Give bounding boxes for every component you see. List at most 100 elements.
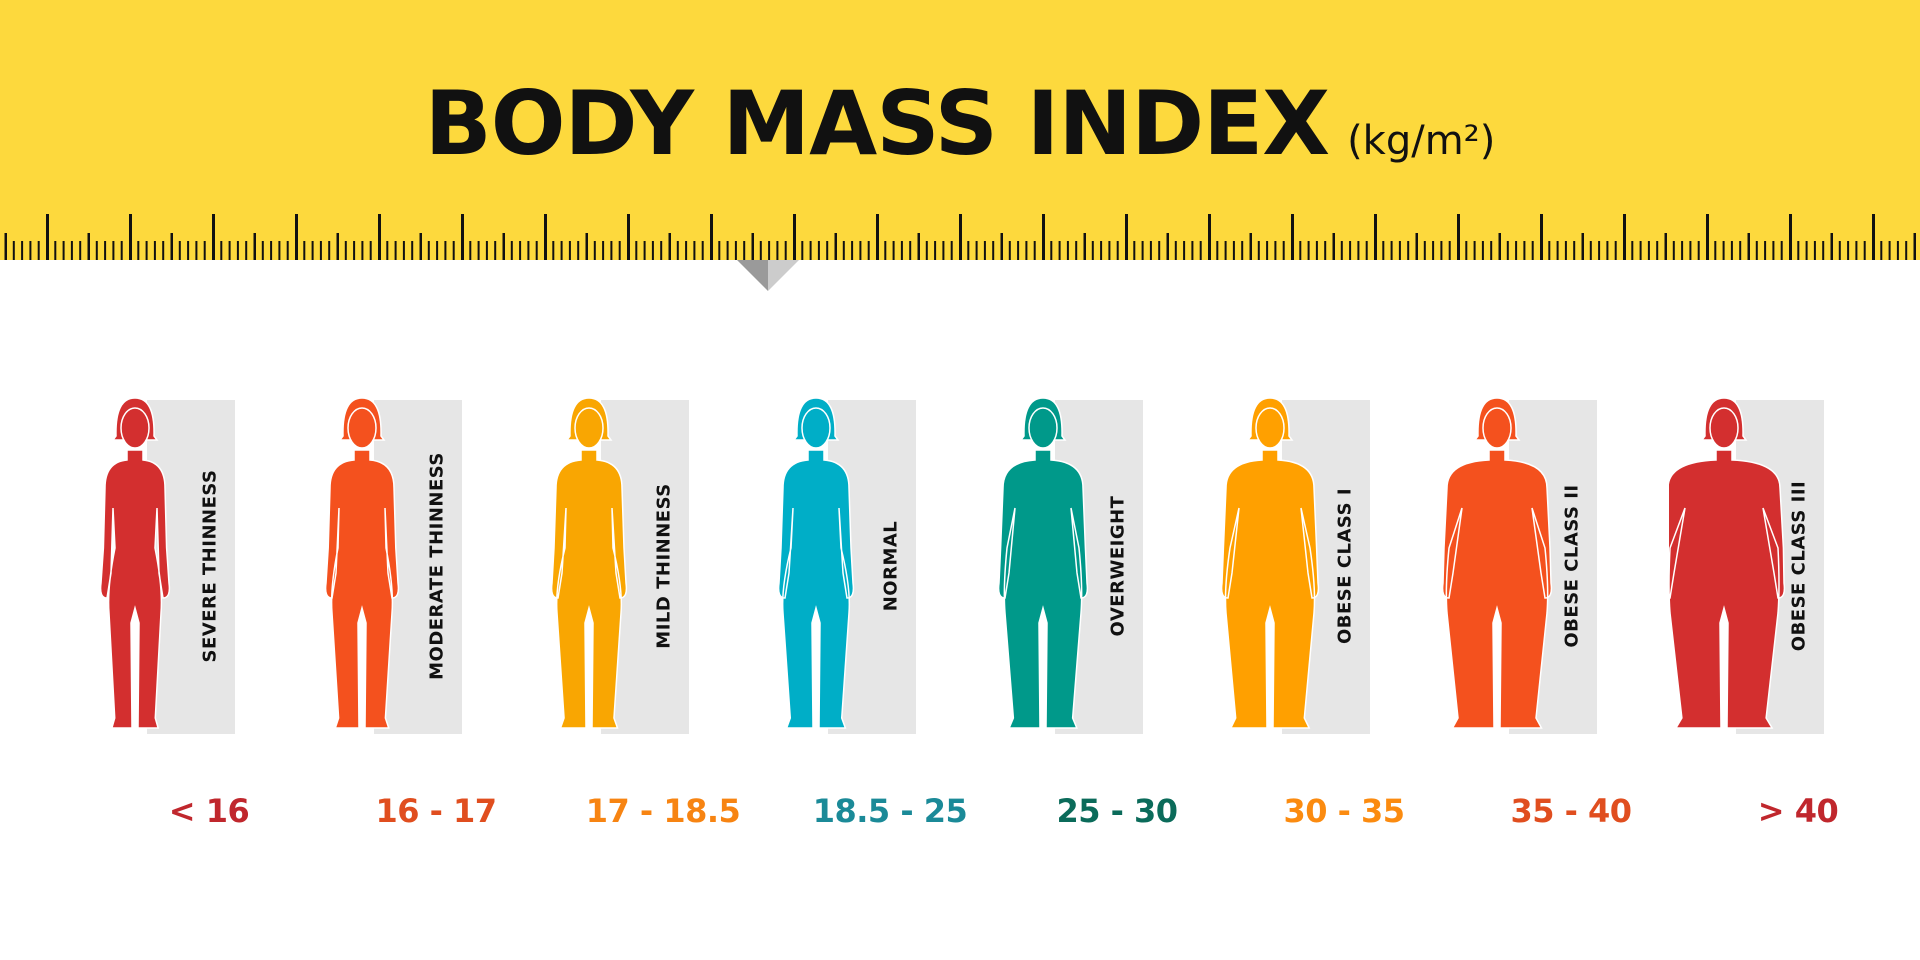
- ruler-tick: [1174, 241, 1177, 260]
- ruler-tick: [560, 241, 563, 260]
- ruler-tick: [768, 241, 771, 260]
- ruler-tick: [203, 241, 206, 260]
- ruler-tick: [1896, 241, 1899, 260]
- ruler-tick: [842, 241, 845, 260]
- ruler-tick: [494, 241, 497, 260]
- ruler-tick: [112, 241, 115, 260]
- ruler-tick: [934, 241, 937, 260]
- ruler-tick: [1415, 233, 1418, 260]
- ruler-tick: [685, 241, 688, 260]
- bmi-range-label: 35 - 40: [1510, 792, 1632, 830]
- ruler-tick: [95, 241, 98, 260]
- ruler-tick: [1208, 214, 1211, 260]
- bmi-category-1: SEVERE THINNESS: [80, 398, 306, 738]
- ruler-tick: [1714, 241, 1717, 260]
- body-silhouette-icon: [997, 398, 1089, 729]
- pointer-triangle-icon: [737, 260, 799, 291]
- ruler-tick: [1598, 241, 1601, 260]
- ruler-tick: [544, 214, 547, 260]
- ruler-tick: [1075, 241, 1078, 260]
- ruler-tick: [162, 241, 165, 260]
- ruler-tick: [79, 241, 82, 260]
- ruler-tick: [643, 241, 646, 260]
- ruler-tick: [1390, 241, 1393, 260]
- ruler-tick: [1672, 241, 1675, 260]
- ruler-tick: [452, 241, 455, 260]
- ruler-tick: [1797, 241, 1800, 260]
- bmi-category-2: MODERATE THINNESS: [307, 398, 533, 738]
- body-silhouette-icon: [324, 398, 400, 729]
- ruler-tick: [1548, 241, 1551, 260]
- bmi-category-5: OVERWEIGHT: [988, 398, 1214, 738]
- ruler-tick: [784, 241, 787, 260]
- ruler-tick: [1398, 241, 1401, 260]
- ruler-tick: [925, 241, 928, 260]
- ruler-tick: [1133, 241, 1136, 260]
- ruler-tick: [602, 241, 605, 260]
- ruler-tick: [1564, 241, 1567, 260]
- category-label: NORMAL: [880, 520, 902, 612]
- body-silhouette-icon: [1669, 398, 1786, 729]
- ruler-tick: [1880, 241, 1883, 260]
- ruler-tick: [1058, 241, 1061, 260]
- body-silhouette-icon: [777, 398, 855, 729]
- ruler-tick: [1149, 241, 1152, 260]
- ruler-tick: [1664, 233, 1667, 260]
- ruler-tick: [1631, 241, 1634, 260]
- bmi-range-label: 16 - 17: [375, 792, 497, 830]
- ruler-tick: [909, 241, 912, 260]
- ruler-tick: [1556, 241, 1559, 260]
- ruler-tick: [676, 241, 679, 260]
- ruler-tick: [1730, 241, 1733, 260]
- ruler-tick: [1863, 241, 1866, 260]
- category-label: MODERATE THINNESS: [426, 452, 448, 680]
- ruler-tick: [1838, 241, 1841, 260]
- ruler-tick: [552, 241, 555, 260]
- ruler-tick: [610, 241, 613, 260]
- bmi-range-label: 30 - 35: [1283, 792, 1405, 830]
- ruler-tick: [1365, 241, 1368, 260]
- ruler-tick: [1473, 241, 1476, 260]
- ruler-tick: [1681, 241, 1684, 260]
- ruler-tick: [577, 241, 580, 260]
- ruler-tick: [1083, 233, 1086, 260]
- ruler-ticks: [4, 214, 1916, 260]
- ruler-tick: [1623, 214, 1626, 260]
- bmi-category-7: OBESE CLASS II: [1442, 398, 1668, 738]
- category-label: OBESE CLASS II: [1561, 484, 1583, 648]
- ruler-tick: [1407, 241, 1410, 260]
- ruler-tick: [137, 241, 140, 260]
- ruler-tick: [1855, 241, 1858, 260]
- ruler-tick: [278, 241, 281, 260]
- ruler-tick: [1340, 241, 1343, 260]
- ruler-tick: [1813, 241, 1816, 260]
- ruler-tick: [419, 233, 422, 260]
- ruler-tick: [1847, 241, 1850, 260]
- ruler-tick: [900, 241, 903, 260]
- ruler-tick: [427, 241, 430, 260]
- ruler-tick: [1291, 214, 1294, 260]
- ruler-tick: [1540, 214, 1543, 260]
- ruler-tick: [46, 214, 49, 260]
- ruler-tick: [261, 241, 264, 260]
- ruler-tick: [444, 241, 447, 260]
- ruler-tick: [743, 241, 746, 260]
- ruler-tick: [378, 214, 381, 260]
- ruler-tick: [87, 233, 90, 260]
- ruler-tick: [195, 241, 198, 260]
- ruler-tick: [1091, 241, 1094, 260]
- ruler-tick: [1531, 241, 1534, 260]
- bmi-range-label: < 16: [168, 792, 250, 830]
- ruler-tick: [1282, 241, 1285, 260]
- ruler-tick: [660, 241, 663, 260]
- ruler-tick: [1224, 241, 1227, 260]
- ruler-tick: [1374, 214, 1377, 260]
- ruler-tick: [1324, 241, 1327, 260]
- ruler-tick: [1739, 241, 1742, 260]
- ruler-tick: [751, 233, 754, 260]
- ruler-tick: [734, 241, 737, 260]
- ruler-tick: [1166, 233, 1169, 260]
- category-label: MILD THINNESS: [653, 483, 675, 649]
- ruler-tick: [1299, 241, 1302, 260]
- ruler-tick: [1822, 241, 1825, 260]
